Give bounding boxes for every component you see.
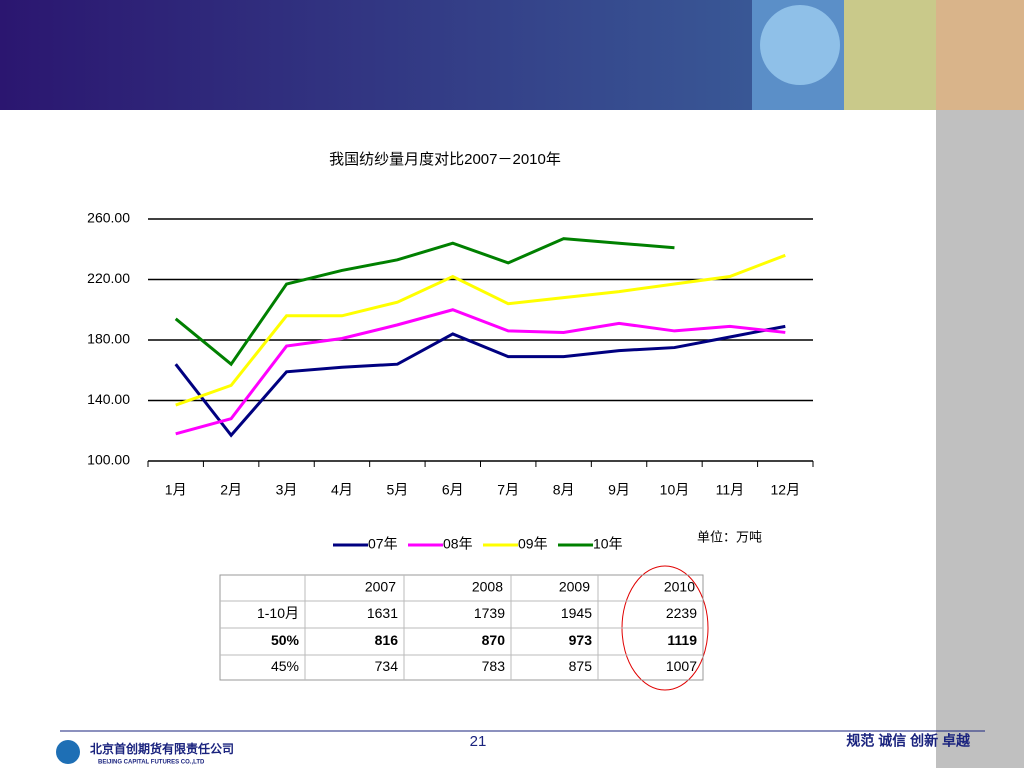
side-strip (936, 110, 1024, 768)
y-tick-label: 260.00 (87, 210, 130, 226)
line-series (175, 253, 786, 407)
table-cell: 1007 (666, 658, 697, 674)
slogan: 规范 诚信 创新 卓越 (846, 733, 971, 749)
y-tick-label: 140.00 (87, 391, 130, 407)
y-tick-label: 100.00 (87, 452, 130, 468)
x-tick-label: 5月 (386, 482, 408, 498)
unit-note: 单位：万吨 (697, 529, 762, 544)
table-cell: 1739 (474, 605, 505, 621)
legend-label: 09年 (518, 536, 548, 552)
table-cell: 50% (271, 632, 300, 648)
table-cell: 1119 (667, 632, 697, 648)
table-cell: 45% (271, 658, 299, 674)
table-cell: 1631 (367, 605, 398, 621)
table-cell: 875 (569, 658, 593, 674)
x-tick-label: 4月 (331, 482, 353, 498)
table-cell: 1-10月 (257, 605, 299, 621)
x-tick-label: 6月 (442, 482, 464, 498)
table-header: 2007 (365, 579, 396, 595)
company-name: 北京首创期货有限责任公司 (90, 741, 234, 756)
line-series (174, 237, 675, 367)
table-cell: 783 (482, 658, 506, 674)
x-tick-label: 9月 (608, 482, 630, 498)
table-cell: 734 (375, 658, 399, 674)
line-series (174, 324, 786, 438)
x-tick-label: 12月 (771, 482, 801, 498)
legend-label: 07年 (368, 536, 398, 552)
table-cell: 2239 (666, 605, 697, 621)
table-cell: 1945 (561, 605, 592, 621)
x-tick-label: 2月 (220, 482, 242, 498)
line-series (175, 308, 786, 436)
page-number: 21 (470, 733, 487, 750)
table-cell: 973 (569, 632, 593, 648)
header-image (760, 5, 840, 85)
y-tick-label: 180.00 (87, 331, 130, 347)
x-tick-label: 3月 (276, 482, 298, 498)
x-tick-label: 8月 (553, 482, 575, 498)
y-tick-label: 220.00 (87, 270, 130, 286)
company-name-en: BEIJING CAPITAL FUTURES CO.,LTD (98, 760, 205, 766)
header-image (844, 0, 936, 110)
table-header: 2009 (559, 579, 590, 595)
x-tick-label: 10月 (660, 482, 690, 498)
table-cell: 870 (482, 632, 506, 648)
logo-icon (56, 740, 80, 764)
header-image (936, 0, 1024, 110)
table-header: 2010 (664, 579, 695, 595)
legend-label: 10年 (593, 536, 623, 552)
legend-label: 08年 (443, 536, 473, 552)
chart-title: 我国纺纱量月度对比2007－2010年 (329, 151, 561, 168)
table-header: 2008 (472, 579, 503, 595)
x-tick-label: 1月 (165, 482, 187, 498)
table-cell: 816 (375, 632, 399, 648)
x-tick-label: 11月 (716, 482, 745, 498)
x-tick-label: 7月 (497, 482, 519, 498)
